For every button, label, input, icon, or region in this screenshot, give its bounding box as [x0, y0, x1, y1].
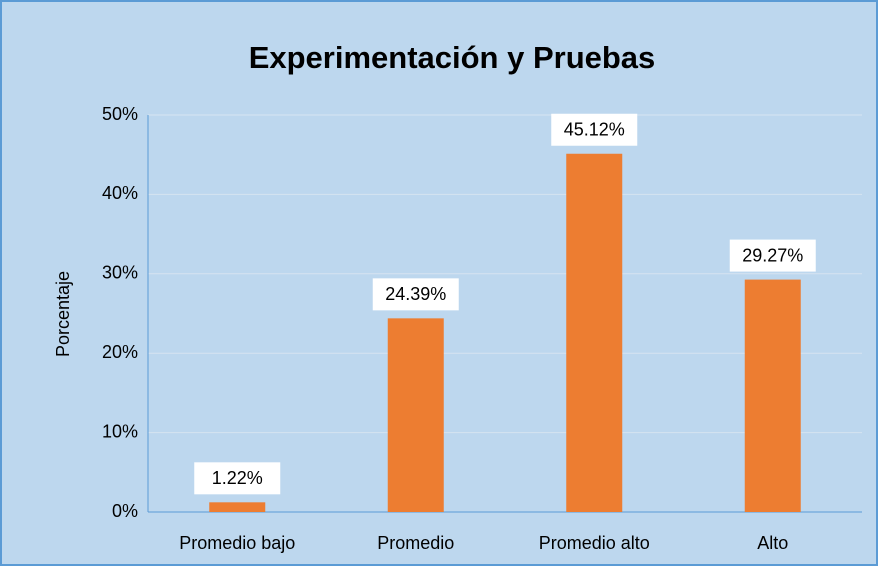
- data-label: 1.22%: [212, 468, 263, 488]
- data-label: 45.12%: [564, 119, 625, 139]
- x-tick-label: Promedio alto: [539, 533, 650, 553]
- data-label: 24.39%: [385, 284, 446, 304]
- data-label: 29.27%: [742, 245, 803, 265]
- bar: [209, 502, 266, 512]
- y-tick-label: 20%: [102, 342, 138, 362]
- bar: [566, 153, 623, 512]
- y-axis-label: Porcentaje: [53, 271, 73, 357]
- y-tick-label: 0%: [112, 501, 138, 521]
- y-tick-label: 50%: [102, 104, 138, 124]
- y-tick-label: 40%: [102, 183, 138, 203]
- x-tick-label: Alto: [757, 533, 788, 553]
- x-tick-label: Promedio bajo: [179, 533, 295, 553]
- bar: [387, 318, 444, 512]
- data-label-box: [372, 278, 459, 311]
- x-tick-label: Promedio: [377, 533, 454, 553]
- y-tick-label: 10%: [102, 421, 138, 441]
- chart-title: Experimentación y Pruebas: [249, 40, 656, 75]
- data-label-box: [194, 462, 281, 495]
- y-tick-label: 30%: [102, 263, 138, 283]
- bar: [744, 279, 801, 512]
- data-label-box: [729, 239, 816, 272]
- data-label-box: [551, 113, 638, 146]
